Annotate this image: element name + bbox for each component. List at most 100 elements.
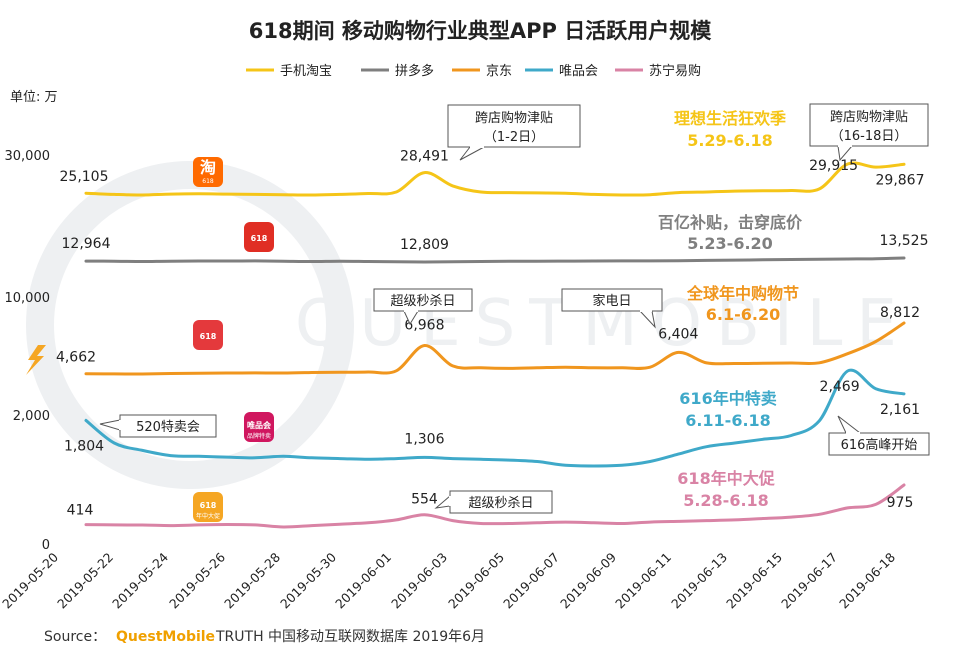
legend-label-1: 拼多多 (395, 63, 434, 79)
data-label: 6,968 (404, 318, 444, 334)
app-icon-bg (244, 222, 274, 252)
callout-box: 跨店购物津贴 （16-18日） (809, 103, 929, 162)
callout-text: 超级秒杀日 (390, 294, 455, 309)
x-tick-label: 2019-06-07 (500, 550, 562, 612)
app-icon-bg (193, 492, 223, 522)
x-tick-label: 2019-05-20 (0, 549, 61, 611)
chart-title: 618期间 移动购物行业典型APP 日活跃用户规模 (249, 19, 712, 43)
data-label: 28,491 (400, 149, 449, 165)
unit-label: 单位: 万 (10, 90, 58, 105)
callout-box: 超级秒杀日 (373, 288, 473, 326)
callout-text: 616高峰开始 (841, 437, 918, 453)
app-icon-glyph: 618 (200, 501, 217, 510)
legend: 手机淘宝 拼多多 京东 唯品会 苏宁易购 (246, 63, 701, 79)
y-tick-label: 30,000 (5, 149, 51, 164)
campaign-name: 616年中特卖 (679, 389, 776, 408)
legend-label-3: 唯品会 (559, 64, 598, 79)
x-tick-label: 2019-06-05 (445, 550, 507, 612)
callout-rect (809, 103, 929, 147)
campaign-name: 618年中大促 (677, 469, 775, 488)
campaign-dates: 6.11-6.18 (685, 411, 771, 430)
x-tick-label: 2019-06-01 (332, 550, 394, 612)
data-label: 414 (67, 503, 94, 519)
series-line-3 (84, 368, 906, 468)
callout-box: 520特卖会 (99, 414, 217, 438)
x-tick-label: 2019-06-11 (612, 550, 674, 612)
callout-text: （1-2日） (484, 130, 544, 145)
callout-box: 跨店购物津贴 （1-2日） (447, 104, 581, 161)
callout-pointer (434, 494, 451, 509)
jd-icon: 618 (193, 320, 223, 350)
callout-text: 家电日 (592, 293, 631, 309)
axis-break-icon (26, 345, 46, 375)
callout-box: 616高峰开始 (828, 415, 930, 456)
x-tick-label: 2019-06-17 (778, 550, 840, 612)
x-tick-label: 2019-06-13 (668, 550, 730, 612)
series-line-1 (84, 256, 906, 264)
data-label: 1,804 (64, 438, 104, 454)
callout-rect (828, 432, 930, 456)
callout-pointer (99, 419, 121, 431)
app-icon-sub: 品牌特卖 (247, 432, 271, 440)
callout-text: 跨店购物津贴 (830, 109, 908, 125)
app-icon-bg (193, 320, 223, 350)
series-line-4 (84, 483, 906, 529)
source-rest: TRUTH 中国移动互联网数据库 2019年6月 (215, 629, 485, 645)
app-icon-glyph: 唯品会 (247, 420, 271, 430)
app-icon-bg (193, 157, 223, 187)
app-icon-sub: 618 (202, 178, 214, 185)
data-label: 29,867 (876, 172, 925, 188)
callouts: 跨店购物津贴 （1-2日） 跨店购物津贴 （16-18日） 超级秒杀日 家电日 520特卖会… (99, 103, 930, 514)
y-tick-label: 0 (42, 538, 50, 553)
callout-pointer (837, 415, 862, 434)
y-tick-label: 10,000 (5, 291, 51, 306)
y-tick-label: 2,000 (13, 409, 50, 424)
legend-label-0: 手机淘宝 (280, 64, 332, 79)
data-label: 1,306 (404, 431, 444, 447)
campaign-dates: 5.28-6.18 (683, 491, 769, 510)
callout-box: 超级秒杀日 (434, 490, 553, 514)
data-label: 975 (887, 495, 914, 511)
callout-text: （16-18日） (831, 129, 908, 144)
x-tick-label: 2019-06-09 (557, 549, 619, 611)
app-icon-bg (244, 412, 274, 442)
callout-pointer (459, 146, 485, 161)
x-tick-label: 2019-06-15 (723, 550, 785, 612)
series-lines (84, 161, 906, 529)
x-tick-label: 2019-05-24 (109, 549, 171, 611)
callout-box: 家电日 (561, 288, 663, 329)
pinduoduo-icon: 618 (244, 222, 274, 252)
campaign-dates: 6.1-6.20 (706, 305, 780, 324)
source-brand: QuestMobile (116, 629, 215, 645)
x-tick-label: 2019-05-22 (54, 550, 116, 612)
data-label: 12,809 (400, 237, 449, 253)
data-labels: 25,105 28,491 29,915 29,867 12,964 12,809 13,5… (56, 149, 929, 519)
x-tick-label: 2019-05-28 (221, 549, 283, 611)
campaign-name: 全球年中购物节 (686, 284, 799, 303)
campaign-name: 理想生活狂欢季 (674, 109, 787, 128)
campaign-name: 百亿补贴，击穿底价 (658, 213, 803, 232)
data-label: 4,662 (56, 350, 96, 366)
campaign-dates: 5.23-6.20 (687, 234, 773, 253)
x-tick-label: 2019-06-03 (388, 550, 450, 612)
source-line: Source： QuestMobile TRUTH 中国移动互联网数据库 2019年… (44, 629, 485, 645)
callout-rect (447, 104, 581, 148)
app-icon-glyph: 淘 (200, 158, 216, 177)
data-label: 12,964 (62, 236, 111, 252)
callout-rect (561, 288, 663, 312)
x-tick-label: 2019-05-30 (277, 549, 339, 611)
callout-text: 跨店购物津贴 (475, 110, 553, 126)
app-icon-glyph: 618 (200, 332, 217, 341)
data-label: 8,812 (880, 305, 920, 321)
callout-text: 超级秒杀日 (468, 496, 533, 511)
data-label: 6,404 (658, 326, 698, 342)
x-tick-label: 2019-06-18 (836, 549, 898, 611)
callout-rect (373, 288, 473, 312)
legend-label-4: 苏宁易购 (649, 63, 701, 79)
source-prefix: Source： (44, 629, 106, 645)
